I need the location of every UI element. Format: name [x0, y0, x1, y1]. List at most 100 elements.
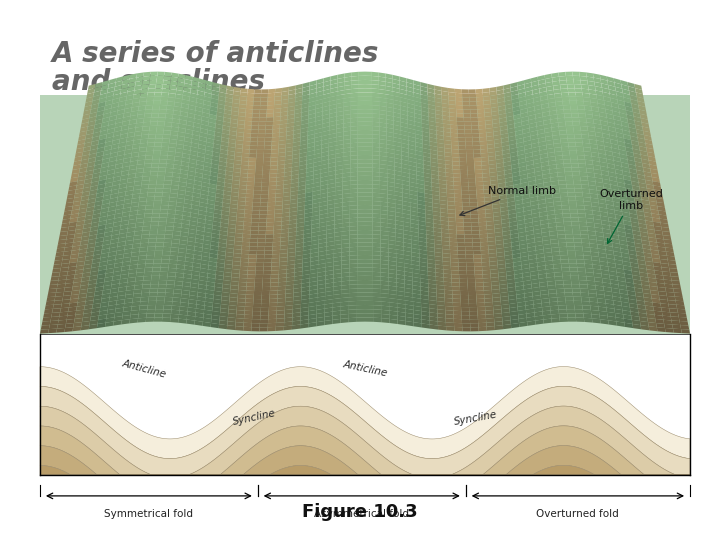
Polygon shape — [365, 143, 372, 147]
Polygon shape — [348, 313, 357, 318]
Polygon shape — [516, 134, 523, 140]
Polygon shape — [534, 237, 543, 242]
Polygon shape — [582, 188, 590, 193]
Polygon shape — [317, 300, 325, 306]
Polygon shape — [329, 133, 336, 139]
Polygon shape — [235, 140, 243, 145]
Polygon shape — [73, 322, 82, 327]
Polygon shape — [207, 281, 215, 287]
Polygon shape — [108, 160, 117, 166]
Polygon shape — [159, 109, 166, 113]
Polygon shape — [220, 316, 228, 321]
Polygon shape — [496, 248, 504, 253]
Polygon shape — [389, 286, 397, 291]
Polygon shape — [132, 102, 140, 107]
Polygon shape — [358, 126, 365, 130]
Polygon shape — [47, 296, 55, 301]
Polygon shape — [476, 186, 484, 190]
Polygon shape — [582, 301, 590, 306]
Polygon shape — [96, 237, 104, 243]
Polygon shape — [159, 276, 168, 280]
Polygon shape — [624, 220, 631, 226]
Polygon shape — [409, 161, 416, 167]
Polygon shape — [308, 318, 317, 323]
Polygon shape — [320, 180, 328, 186]
Polygon shape — [546, 82, 553, 87]
Polygon shape — [471, 122, 478, 126]
Polygon shape — [300, 156, 307, 162]
Polygon shape — [510, 86, 518, 92]
Polygon shape — [174, 156, 182, 161]
Polygon shape — [616, 173, 624, 179]
Polygon shape — [289, 227, 297, 233]
Polygon shape — [577, 213, 586, 218]
Polygon shape — [643, 131, 651, 137]
Polygon shape — [607, 118, 615, 124]
Polygon shape — [677, 309, 686, 313]
Polygon shape — [450, 254, 458, 259]
Polygon shape — [183, 149, 191, 154]
Polygon shape — [121, 170, 129, 176]
Polygon shape — [403, 222, 411, 227]
Polygon shape — [523, 140, 531, 146]
Polygon shape — [320, 193, 328, 198]
Polygon shape — [79, 289, 88, 294]
Polygon shape — [202, 116, 209, 122]
Polygon shape — [333, 286, 341, 291]
Polygon shape — [322, 122, 329, 128]
Polygon shape — [248, 173, 255, 178]
Polygon shape — [235, 326, 243, 331]
Polygon shape — [572, 226, 580, 230]
Polygon shape — [597, 240, 605, 245]
Polygon shape — [466, 263, 474, 267]
Polygon shape — [305, 200, 312, 206]
Polygon shape — [387, 181, 395, 187]
Polygon shape — [92, 213, 101, 219]
Polygon shape — [215, 275, 223, 280]
Polygon shape — [124, 248, 132, 254]
Polygon shape — [423, 136, 430, 141]
Polygon shape — [305, 208, 312, 214]
Polygon shape — [388, 244, 396, 249]
Polygon shape — [423, 152, 431, 158]
Polygon shape — [634, 239, 642, 244]
Polygon shape — [207, 195, 215, 201]
Polygon shape — [518, 309, 526, 315]
Polygon shape — [198, 214, 206, 220]
Polygon shape — [254, 182, 262, 186]
Polygon shape — [205, 215, 213, 221]
Polygon shape — [526, 230, 534, 235]
Polygon shape — [400, 110, 408, 116]
Polygon shape — [510, 307, 518, 312]
Polygon shape — [248, 259, 256, 263]
Polygon shape — [214, 209, 222, 214]
Polygon shape — [202, 322, 211, 327]
Polygon shape — [310, 84, 317, 90]
Polygon shape — [644, 171, 652, 177]
Polygon shape — [137, 210, 145, 214]
Polygon shape — [249, 150, 257, 154]
Polygon shape — [269, 173, 277, 178]
Polygon shape — [596, 294, 605, 299]
Polygon shape — [96, 188, 105, 194]
Polygon shape — [237, 205, 245, 210]
Polygon shape — [479, 222, 487, 226]
Polygon shape — [580, 126, 588, 131]
Polygon shape — [179, 248, 186, 253]
Polygon shape — [459, 158, 467, 162]
Polygon shape — [446, 177, 454, 181]
Polygon shape — [109, 115, 117, 121]
Polygon shape — [104, 276, 113, 282]
Polygon shape — [618, 108, 626, 114]
Polygon shape — [556, 159, 564, 164]
Polygon shape — [667, 296, 675, 301]
Polygon shape — [94, 295, 102, 300]
Polygon shape — [531, 134, 538, 140]
Polygon shape — [561, 89, 568, 93]
Polygon shape — [444, 127, 451, 133]
Polygon shape — [589, 239, 597, 244]
Polygon shape — [629, 168, 637, 174]
Polygon shape — [231, 188, 239, 193]
Polygon shape — [585, 268, 593, 273]
Polygon shape — [349, 251, 357, 255]
